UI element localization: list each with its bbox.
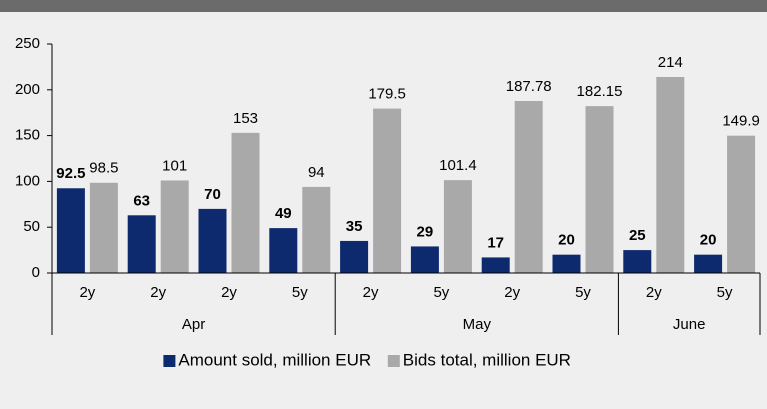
group-label: June — [673, 316, 706, 333]
data-label: 25 — [629, 227, 646, 244]
data-label: 20 — [700, 232, 717, 249]
data-label: 101.4 — [439, 157, 477, 174]
bar — [410, 246, 439, 273]
x-tick-label: 2y — [221, 284, 237, 301]
data-label: 187.78 — [506, 78, 552, 95]
data-label: 63 — [133, 192, 150, 209]
legend-label: Bids total, million EUR — [403, 350, 571, 369]
x-tick-label: 5y — [717, 284, 733, 301]
data-label: 49 — [275, 205, 292, 222]
bar — [198, 208, 227, 273]
group-label: May — [463, 316, 492, 333]
bar — [302, 186, 331, 273]
bar — [585, 106, 614, 273]
data-label: 29 — [417, 223, 434, 240]
bar — [373, 108, 402, 273]
x-tick-label: 5y — [433, 284, 449, 301]
bar — [656, 76, 685, 273]
y-tick-label: 100 — [15, 172, 40, 189]
data-label: 92.5 — [56, 165, 85, 182]
bar — [160, 180, 189, 273]
x-tick-label: 2y — [79, 284, 95, 301]
bar — [481, 257, 510, 273]
data-label: 153 — [233, 110, 258, 127]
x-tick-label: 2y — [363, 284, 379, 301]
x-tick-label: 2y — [150, 284, 166, 301]
bar — [694, 254, 723, 273]
x-tick-label: 5y — [292, 284, 308, 301]
data-label: 214 — [658, 54, 683, 71]
bar — [231, 132, 260, 273]
bar — [623, 250, 652, 273]
data-label: 35 — [346, 218, 363, 235]
bar — [552, 254, 581, 273]
x-tick-label: 2y — [504, 284, 520, 301]
bar — [269, 228, 298, 273]
data-label: 182.15 — [577, 83, 623, 100]
data-label: 20 — [558, 232, 575, 249]
data-label: 17 — [487, 234, 504, 251]
legend-swatch — [387, 355, 400, 367]
bar — [340, 240, 369, 273]
bar — [514, 100, 543, 273]
x-tick-label: 5y — [575, 284, 591, 301]
data-label: 101 — [162, 157, 187, 174]
bar — [56, 188, 85, 273]
y-tick-label: 50 — [23, 218, 40, 235]
x-tick-label: 2y — [646, 284, 662, 301]
y-tick-label: 0 — [32, 264, 40, 281]
y-tick-label: 200 — [15, 81, 40, 98]
header-band — [0, 0, 767, 12]
data-label: 98.5 — [89, 160, 118, 177]
bar — [127, 215, 156, 273]
data-label: 94 — [308, 164, 325, 181]
legend-label: Amount sold, million EUR — [178, 350, 371, 369]
bar — [89, 182, 118, 273]
group-label: Apr — [182, 316, 205, 333]
data-label: 70 — [204, 186, 221, 203]
data-label: 179.5 — [368, 86, 406, 103]
bar — [727, 135, 756, 273]
bar — [443, 180, 472, 273]
y-tick-label: 150 — [15, 127, 40, 144]
legend-swatch — [163, 355, 176, 367]
data-label: 149.9 — [722, 113, 760, 130]
y-tick-label: 250 — [15, 35, 40, 52]
